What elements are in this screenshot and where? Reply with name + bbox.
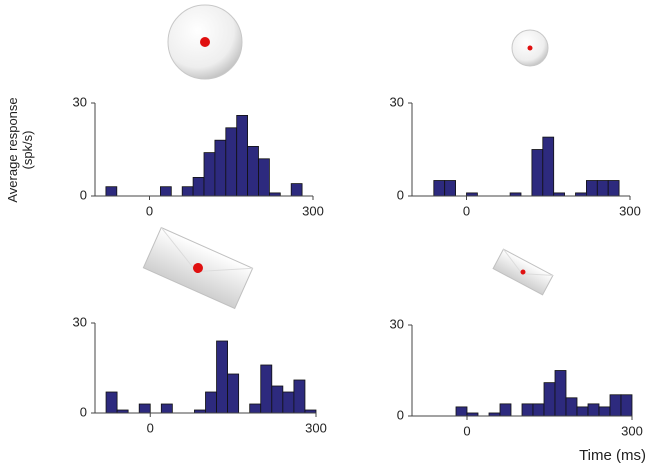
bar — [566, 398, 577, 416]
figure: 0300300Average response(spk/s)0300300030… — [0, 0, 651, 470]
bar — [522, 404, 533, 416]
bar — [182, 187, 193, 196]
bar — [291, 184, 302, 196]
stimulus-small-disc — [512, 30, 548, 66]
bar — [597, 181, 608, 197]
bar — [500, 404, 511, 416]
bar — [445, 181, 456, 197]
bar — [259, 159, 270, 196]
y-tick-label: 30 — [73, 94, 87, 109]
bar — [193, 177, 204, 196]
bar — [294, 380, 305, 413]
bar — [283, 392, 294, 413]
bar — [610, 395, 621, 416]
y-tick-label: 0 — [80, 404, 87, 419]
bar — [248, 146, 259, 196]
x-tick-label: 300 — [302, 203, 324, 218]
y-axis-label-line: Average response — [5, 97, 20, 202]
bar — [139, 404, 150, 413]
y-tick-label: 0 — [397, 187, 404, 202]
bar — [544, 383, 555, 416]
stimulus-small-bar — [493, 249, 553, 295]
bar — [456, 407, 467, 416]
bar — [608, 181, 619, 197]
x-tick-label: 300 — [305, 420, 327, 435]
bar — [160, 187, 171, 196]
x-axis-label: Time (ms) — [579, 447, 646, 464]
bar — [226, 128, 237, 196]
bar — [206, 392, 217, 413]
x-tick-label: 0 — [463, 203, 470, 218]
y-axis-label: Average response(spk/s) — [5, 97, 35, 202]
bar — [204, 153, 215, 196]
y-tick-label: 30 — [390, 94, 404, 109]
y-tick-label: 30 — [390, 316, 404, 331]
bar — [250, 404, 261, 413]
bar — [261, 365, 272, 413]
bar — [228, 374, 239, 413]
bar — [237, 115, 248, 196]
bar — [215, 140, 226, 196]
stimulus-large-disc — [168, 5, 242, 79]
bar — [533, 404, 544, 416]
y-tick-label: 0 — [397, 407, 404, 422]
y-axis-label-line: (spk/s) — [20, 131, 35, 170]
bar — [106, 392, 117, 413]
stimulus-large-bar — [143, 228, 252, 309]
x-tick-label: 0 — [147, 420, 154, 435]
bar — [555, 371, 566, 417]
y-tick-label: 0 — [80, 187, 87, 202]
bar — [434, 181, 445, 197]
bar — [543, 137, 554, 196]
bar — [161, 404, 172, 413]
y-tick-label: 30 — [73, 314, 87, 329]
bar — [621, 395, 632, 416]
bar — [532, 150, 543, 197]
bar — [599, 407, 610, 416]
x-tick-label: 0 — [463, 423, 470, 438]
bar — [106, 187, 117, 196]
x-tick-label: 300 — [619, 203, 641, 218]
x-tick-label: 300 — [621, 423, 643, 438]
bar — [577, 407, 588, 416]
bar — [272, 386, 283, 413]
bar — [217, 341, 228, 413]
bar — [588, 404, 599, 416]
bar — [586, 181, 597, 197]
x-tick-label: 0 — [146, 203, 153, 218]
